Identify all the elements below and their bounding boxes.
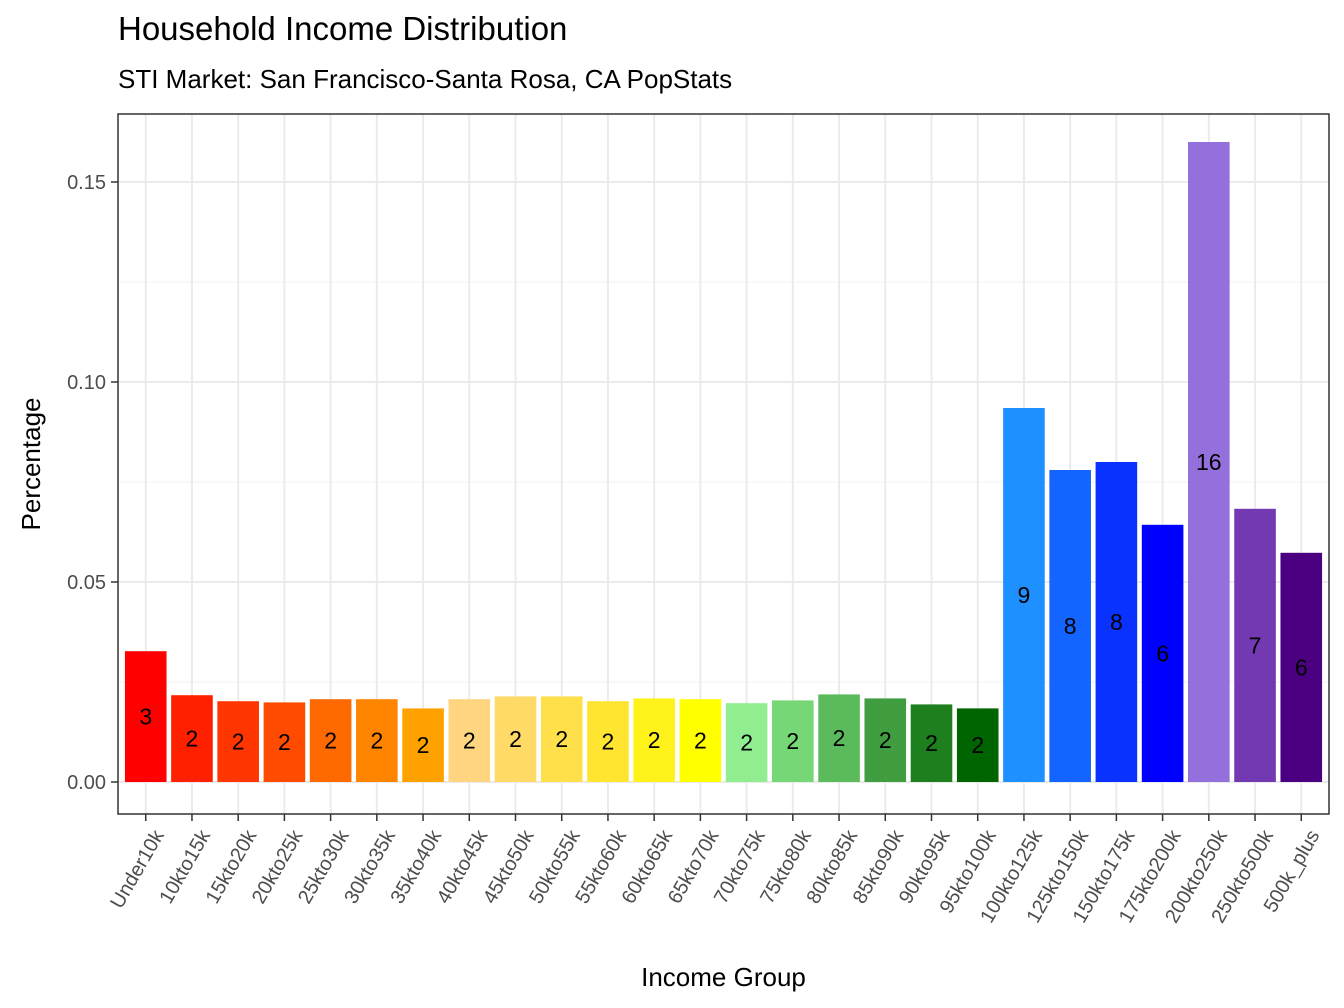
- bar-70kto75k: [725, 703, 768, 782]
- x-axis-title: Income Group: [641, 962, 806, 992]
- bar-label-100kto125k: 9: [1018, 582, 1031, 608]
- bar-200kto250k: [1188, 142, 1230, 782]
- bar-15kto20k: [217, 701, 259, 782]
- bar-10kto15k: [171, 695, 213, 782]
- bar-label-60kto65k: 2: [648, 727, 661, 753]
- y-tick-label: 0.05: [67, 572, 106, 594]
- chart-subtitle: STI Market: San Francisco-Santa Rosa, CA…: [118, 64, 733, 94]
- y-tick-label: 0.10: [67, 372, 106, 394]
- bar-label-20kto25k: 2: [278, 729, 291, 755]
- bar-label-500k_plus: 6: [1295, 654, 1308, 680]
- bar-label-75kto80k: 2: [786, 728, 799, 754]
- bar-label-40kto45k: 2: [463, 728, 476, 754]
- bar-label-250kto500k: 7: [1249, 632, 1262, 658]
- bar-60kto65k: [633, 698, 675, 782]
- bar-20kto25k: [263, 702, 306, 782]
- bar-label-15kto20k: 2: [232, 729, 245, 755]
- bar-label-Under10k: 3: [139, 704, 152, 730]
- bar-150kto175k: [1095, 462, 1138, 782]
- bar-label-85kto90k: 2: [879, 727, 892, 753]
- bar-label-50kto55k: 2: [555, 726, 568, 752]
- bar-label-35kto40k: 2: [417, 732, 430, 758]
- bar-80kto85k: [818, 694, 860, 782]
- bar-95kto100k: [956, 708, 999, 782]
- y-axis-title: Percentage: [16, 398, 46, 531]
- bar-label-25kto30k: 2: [324, 728, 337, 754]
- bar-30kto35k: [356, 699, 398, 782]
- bar-label-80kto85k: 2: [833, 725, 846, 751]
- panel-border: [117, 113, 1330, 815]
- bar-45kto50k: [494, 696, 537, 782]
- bar-label-200kto250k: 16: [1196, 449, 1222, 475]
- bar-25kto30k: [309, 699, 352, 782]
- bar-500k_plus: [1280, 552, 1323, 782]
- bar-label-175kto200k: 6: [1156, 640, 1169, 666]
- bar-Under10k: [124, 651, 167, 782]
- bar-55kto60k: [587, 701, 629, 782]
- y-tick-label: 0.00: [67, 772, 106, 794]
- bar-label-30kto35k: 2: [370, 728, 383, 754]
- bar-label-65kto70k: 2: [694, 728, 707, 754]
- y-tick-label: 0.15: [67, 172, 106, 194]
- bar-label-125kto150k: 8: [1064, 613, 1077, 639]
- bar-75kto80k: [772, 700, 814, 782]
- x-axis: Under10k10kto15k15kto20k20kto25k25kto30k…: [106, 814, 1324, 927]
- bar-label-10kto15k: 2: [186, 726, 199, 752]
- bar-labels: 3 2 2 2 2 2 2 2 2 2 2 2 2 2 2 2 2 2 2 9 8 8 6 16 7 6: [139, 449, 1307, 758]
- bar-100kto125k: [1003, 408, 1045, 782]
- bar-175kto200k: [1141, 524, 1184, 782]
- chart-title: Household Income Distribution: [118, 10, 568, 47]
- bar-label-70kto75k: 2: [740, 730, 753, 756]
- bar-85kto90k: [864, 698, 907, 782]
- bar-65kto70k: [679, 699, 722, 782]
- bar-90kto95k: [910, 704, 953, 782]
- bar-label-150kto175k: 8: [1110, 609, 1123, 635]
- bar-35kto40k: [402, 708, 444, 782]
- bar-50kto55k: [540, 696, 583, 782]
- bar-40kto45k: [448, 699, 491, 782]
- bar-250kto500k: [1234, 508, 1276, 782]
- bar-label-95kto100k: 2: [971, 732, 984, 758]
- bars: [124, 142, 1323, 782]
- bar-125kto150k: [1049, 470, 1091, 782]
- bar-label-45kto50k: 2: [509, 726, 522, 752]
- y-axis: 0.00 0.05 0.10 0.15: [67, 172, 118, 794]
- bar-label-55kto60k: 2: [602, 729, 615, 755]
- bar-label-90kto95k: 2: [925, 730, 938, 756]
